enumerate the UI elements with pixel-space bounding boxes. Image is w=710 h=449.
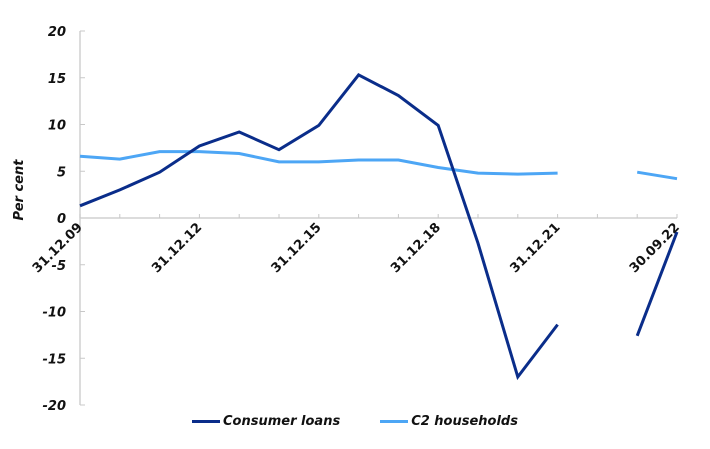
x-tick-label: 31.12.18 xyxy=(388,220,444,276)
y-tick-label: -20 xyxy=(43,399,67,414)
legend-item-c2-households: C2 households xyxy=(380,414,518,429)
y-tick-label: 10 xyxy=(48,119,66,134)
legend-label: Consumer loans xyxy=(223,414,341,429)
consumer-loans-line-swatch-icon xyxy=(192,420,221,423)
legend-label: C2 households xyxy=(411,414,518,429)
x-tick-label: 31.12.15 xyxy=(269,220,325,276)
c2-households-line-swatch-icon xyxy=(380,420,409,423)
y-tick-label: 15 xyxy=(48,72,66,87)
y-tick-label: 0 xyxy=(57,212,66,227)
legend-item-consumer-loans: Consumer loans xyxy=(192,414,340,429)
legend: Consumer loans C2 households xyxy=(0,414,710,429)
x-axis-labels: 31.12.09 31.12.12 31.12.15 31.12.18 31.12.21… xyxy=(30,220,683,276)
y-axis-title: Per cent xyxy=(12,159,27,221)
y-tick-label: -15 xyxy=(43,352,67,367)
series-line-consumer-loans xyxy=(79,72,679,381)
y-tick-label: -5 xyxy=(52,259,66,274)
x-tick-label: 31.12.12 xyxy=(149,220,205,276)
y-tick-label: -10 xyxy=(43,306,67,321)
series-lines xyxy=(79,72,679,381)
x-tick-label: 30.09.22 xyxy=(627,220,683,276)
x-axis xyxy=(79,214,678,219)
y-tick-label: 20 xyxy=(48,25,66,40)
y-axis: 20 15 10 5 0 -5 -10 -15 -20 xyxy=(43,25,85,414)
series-line-c2-households xyxy=(79,150,678,181)
y-tick-label: 5 xyxy=(57,165,66,180)
x-tick-label: 31.12.21 xyxy=(507,220,563,276)
